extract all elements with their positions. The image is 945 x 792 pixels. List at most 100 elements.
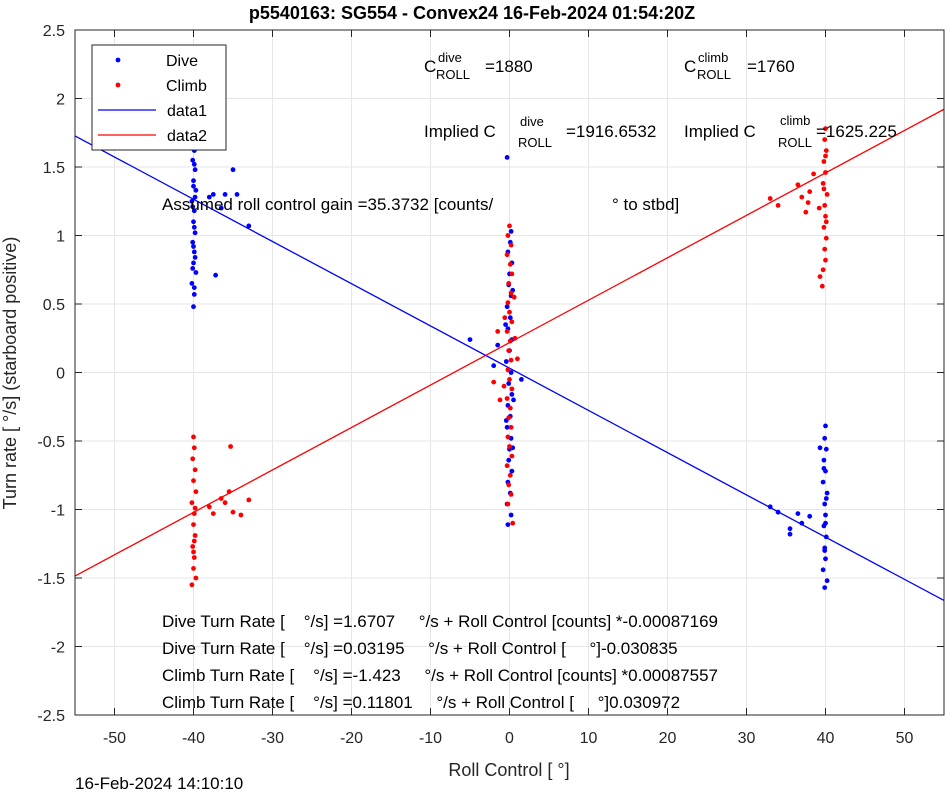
y-tick-label: -0.5 [37, 434, 65, 451]
dive-point [767, 504, 773, 510]
climb-point [193, 489, 199, 495]
c-roll-climb-sub: ROLL [697, 67, 731, 82]
dive-point [210, 192, 216, 197]
climb-point [821, 186, 827, 192]
climb-point [509, 319, 515, 325]
dive-point [506, 381, 512, 386]
dive-point [191, 285, 197, 290]
climb-point [228, 444, 234, 449]
climb-point [497, 397, 503, 403]
climb-point [193, 575, 199, 581]
climb-point [509, 271, 515, 277]
climb-point [508, 290, 514, 296]
x-tick-label: 50 [896, 730, 914, 747]
dive-point [823, 534, 829, 540]
dive-point [191, 249, 197, 255]
climb-point [795, 182, 801, 188]
dive-point [822, 548, 828, 553]
climb-point [505, 501, 511, 507]
y-tick-label: 2 [56, 92, 65, 109]
climb-point [508, 492, 514, 497]
climb-point [230, 509, 236, 515]
dive-point [234, 192, 240, 197]
c-roll-dive-base: C [424, 57, 436, 76]
climb-point [767, 196, 773, 201]
climb-point [508, 357, 514, 363]
timestamp: 16-Feb-2024 14:10:10 [75, 774, 243, 792]
dive-point [504, 155, 510, 160]
implied-climb-sup: climb [780, 113, 810, 128]
dive-point [191, 244, 196, 249]
dive-point [824, 490, 830, 496]
climb-point [817, 274, 823, 279]
implied-dive-annotation: Implied C dive ROLL =1916.6532 [424, 114, 656, 150]
c-roll-climb-annotation: C climb ROLL =1760 [684, 50, 795, 82]
climb-point [190, 456, 196, 462]
dive-point [190, 239, 196, 245]
climb-point [515, 356, 520, 362]
dive-point [190, 266, 196, 271]
y-tick-labels: -2.5 -2 -1.5 -1 -0.5 0 0.5 1 1.5 2 2.5 [37, 23, 65, 725]
dive-point [191, 219, 196, 225]
fit-equations: Dive Turn Rate [ °/s] =1.6707 °/s + Roll… [162, 612, 718, 712]
dive-point [213, 272, 219, 278]
climb-point [805, 200, 811, 206]
dive-point [509, 392, 515, 397]
climb-point [507, 444, 512, 449]
dive-point [191, 208, 197, 214]
legend-marker [115, 57, 121, 63]
climb-point [820, 181, 826, 186]
gain-text-left: Assumed roll control gain =35.3732 [coun… [162, 195, 494, 214]
climb-point [822, 137, 828, 143]
climb-point [512, 335, 518, 341]
dive-point [192, 255, 198, 260]
climb-point [504, 396, 510, 401]
implied-dive-value: =1916.6532 [566, 122, 656, 141]
dive-point [467, 337, 473, 342]
dive-point [190, 204, 196, 210]
dive-point [191, 292, 197, 297]
x-axis-label: Roll Control [ °] [448, 760, 569, 780]
climb-point [803, 209, 809, 215]
y-tick-label: 1.5 [43, 160, 65, 177]
climb-point [823, 126, 828, 131]
climb-point [191, 445, 197, 451]
climb-point [505, 367, 511, 373]
implied-climb-base: Implied C [684, 122, 756, 141]
climb-point [807, 189, 813, 195]
climb-point [509, 453, 515, 459]
climb-point [822, 203, 828, 208]
chart-title: p5540163: SG554 - Convex24 16-Feb-2024 0… [249, 3, 695, 23]
climb-point [504, 329, 510, 334]
fit-equation-line: Climb Turn Rate [ °/s] =-1.423 °/s + Rol… [162, 666, 718, 685]
climb-point [822, 246, 828, 252]
dive-point [823, 556, 828, 562]
legend-marker [115, 82, 121, 88]
climb-point [206, 504, 212, 510]
x-tick-label: -20 [340, 730, 363, 747]
dive-point [822, 585, 828, 590]
climb-point [192, 505, 198, 511]
climb-point [510, 520, 516, 526]
dive-point [511, 397, 516, 403]
climb-point [823, 153, 828, 159]
dive-point [506, 457, 512, 463]
climb-point [504, 252, 510, 258]
climb-point [821, 159, 827, 164]
climb-point [505, 434, 511, 440]
dive-point [192, 194, 198, 200]
implied-climb-value: =1625.225 [816, 122, 897, 141]
climb-point [505, 233, 511, 238]
dive-point [821, 466, 827, 471]
x-tick-label: 20 [659, 730, 677, 747]
x-tick-label: 0 [505, 730, 514, 747]
dive-point [192, 167, 198, 173]
climb-point [191, 511, 197, 516]
dive-point [190, 157, 196, 163]
climb-point [191, 538, 197, 544]
dive-point [823, 512, 828, 518]
y-tick-label: 0 [56, 366, 65, 383]
climb-point [238, 512, 244, 518]
climb-point [823, 213, 828, 219]
